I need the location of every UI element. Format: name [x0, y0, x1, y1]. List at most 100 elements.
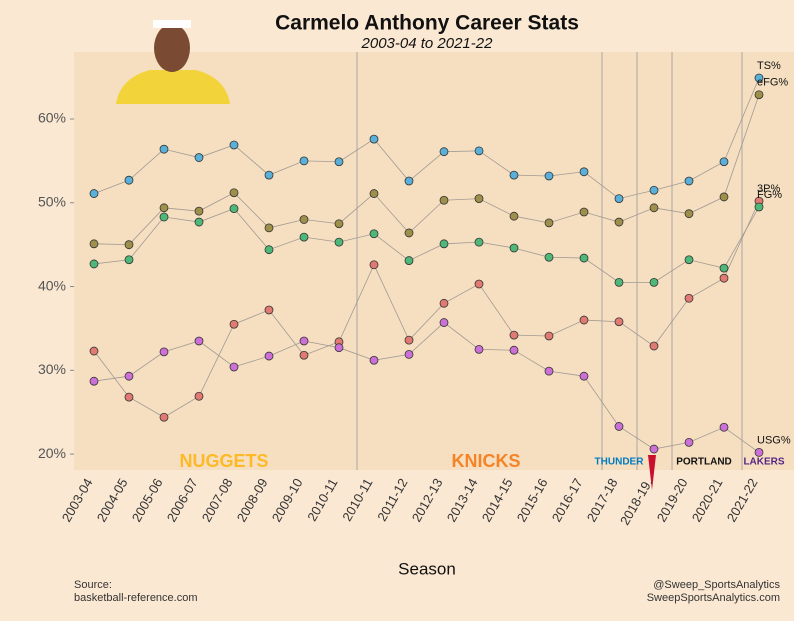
data-point — [579, 207, 589, 217]
data-point — [544, 366, 554, 376]
x-tick-label: 2017-18 — [584, 476, 621, 525]
data-point — [404, 350, 414, 359]
data-point — [159, 212, 169, 222]
data-point — [579, 315, 589, 325]
team-logo: NUGGETS — [179, 451, 268, 471]
x-tick-label: 2012-13 — [409, 476, 446, 525]
data-point — [404, 335, 414, 345]
data-point — [89, 376, 99, 386]
data-point — [719, 273, 729, 283]
data-point — [754, 202, 764, 212]
data-point — [159, 347, 169, 357]
data-point — [474, 344, 484, 354]
x-tick-label: 2004-05 — [94, 476, 131, 525]
data-point — [509, 345, 519, 355]
data-point — [124, 371, 134, 381]
x-tick-label: 2021-22 — [724, 476, 761, 525]
data-point — [89, 239, 99, 249]
data-point — [439, 239, 449, 249]
data-point — [299, 156, 309, 166]
data-point — [439, 195, 449, 205]
data-point — [684, 255, 694, 265]
series-line — [93, 206, 760, 283]
series-label: FG% — [757, 189, 782, 201]
x-tick-label: 2005-06 — [129, 476, 166, 525]
data-point — [614, 217, 624, 227]
data-point — [264, 170, 274, 180]
series-label: TS% — [757, 60, 781, 72]
y-tick-label: 30% — [38, 361, 66, 377]
x-axis-label: Season — [398, 559, 456, 578]
data-point — [649, 277, 659, 287]
data-point — [264, 305, 274, 315]
x-tick-label: 2013-14 — [444, 476, 481, 525]
data-point — [194, 153, 204, 162]
team-logo: PORTLAND — [676, 457, 732, 468]
data-point — [124, 175, 134, 185]
y-tick-label: 60% — [38, 110, 66, 126]
data-point — [124, 255, 134, 265]
data-point — [649, 341, 659, 351]
series-line — [93, 200, 760, 418]
data-point — [719, 157, 729, 167]
data-point — [719, 263, 729, 273]
data-point — [544, 252, 554, 262]
data-point — [404, 228, 414, 238]
data-point — [89, 189, 99, 198]
data-point — [299, 215, 309, 224]
data-point — [229, 204, 239, 214]
data-point — [649, 185, 659, 195]
data-point — [194, 206, 204, 216]
data-point — [474, 279, 484, 289]
credit: @Sweep_SportsAnalytics — [653, 579, 780, 591]
data-point — [649, 203, 659, 213]
data-point — [334, 237, 344, 247]
series-line — [93, 77, 760, 200]
data-point — [614, 277, 624, 287]
data-point — [264, 245, 274, 255]
data-point — [509, 243, 519, 253]
data-point — [369, 355, 379, 365]
data-point — [264, 223, 274, 233]
data-point — [159, 144, 169, 154]
data-point — [404, 176, 414, 186]
data-point — [334, 219, 344, 229]
series-label: 3P% — [757, 183, 780, 195]
y-tick-label: 20% — [38, 445, 66, 461]
data-point — [684, 209, 694, 219]
data-point — [194, 217, 204, 227]
data-point — [614, 317, 624, 327]
series-label: USG% — [757, 434, 791, 446]
data-point — [544, 171, 554, 181]
rockets-logo — [648, 455, 656, 490]
data-point — [229, 319, 239, 329]
data-point — [579, 253, 589, 263]
x-tick-label: 2009-10 — [269, 476, 306, 525]
data-point — [89, 259, 99, 269]
chart-title: Carmelo Anthony Career Stats — [275, 12, 579, 35]
x-tick-label: 2011-12 — [374, 476, 410, 524]
x-tick-label: 2008-09 — [234, 476, 271, 525]
data-point — [334, 343, 344, 353]
data-point — [369, 189, 379, 198]
data-point — [229, 140, 239, 150]
plot-area — [74, 52, 794, 470]
y-tick-label: 40% — [38, 277, 66, 293]
series-line — [93, 322, 760, 453]
source: basketball-reference.com — [74, 592, 198, 604]
player-photo — [116, 20, 230, 104]
data-point — [474, 194, 484, 203]
data-point — [404, 256, 414, 265]
data-point — [439, 147, 449, 157]
x-tick-label: 2019-20 — [654, 476, 691, 525]
x-tick-label: 2014-15 — [479, 476, 516, 525]
data-point — [684, 176, 694, 186]
data-point — [299, 350, 309, 360]
data-point — [124, 240, 134, 250]
data-point — [649, 444, 659, 454]
data-point — [439, 318, 449, 327]
x-tick-label: 2020-21 — [689, 476, 726, 525]
series-label: eFG% — [757, 77, 788, 89]
data-point — [369, 134, 379, 144]
